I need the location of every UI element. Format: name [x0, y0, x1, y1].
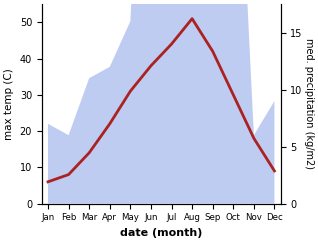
Y-axis label: max temp (C): max temp (C) [4, 68, 14, 140]
Y-axis label: med. precipitation (kg/m2): med. precipitation (kg/m2) [304, 38, 314, 169]
X-axis label: date (month): date (month) [120, 228, 203, 238]
